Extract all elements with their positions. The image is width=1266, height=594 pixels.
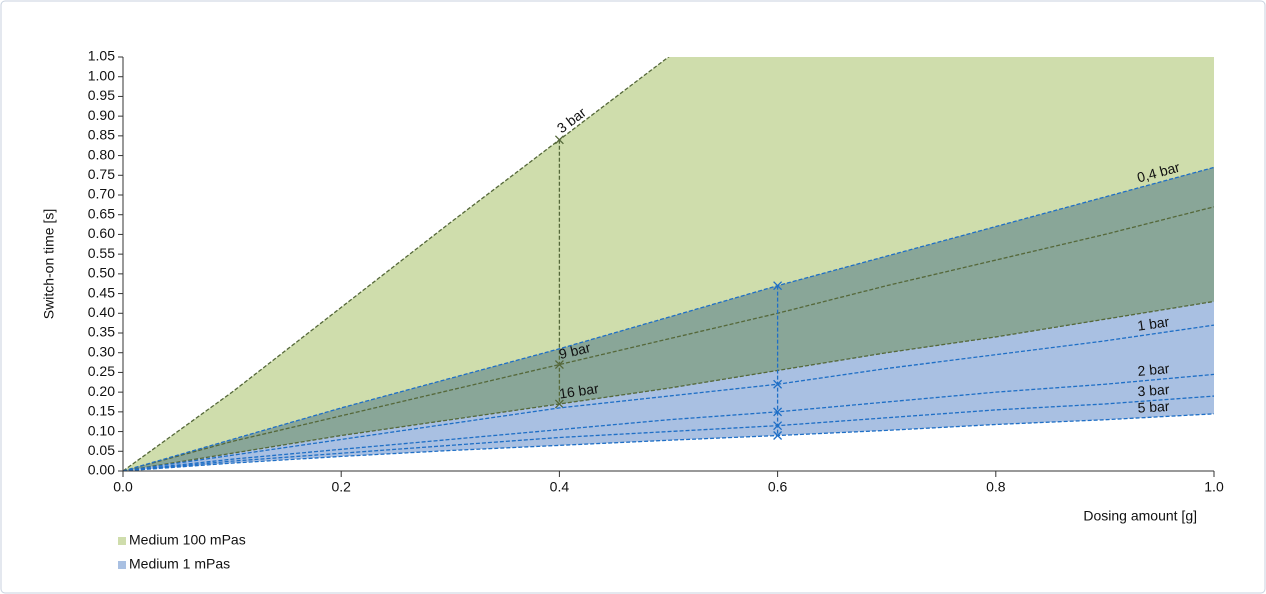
y-tick-label: 0.90 (88, 107, 115, 123)
y-tick-label: 1.00 (88, 67, 115, 83)
plot-area (123, 57, 1214, 471)
line-label: 5 bar (1137, 398, 1170, 416)
line (123, 413, 1214, 471)
line-label: 9 bar (557, 339, 592, 362)
line (123, 166, 1214, 471)
area (123, 57, 1214, 471)
y-tick-label: 0.85 (88, 127, 115, 143)
y-tick-label: 0.60 (88, 225, 115, 241)
line-label: 2 bar (1137, 360, 1171, 379)
legend-label: Medium 100 mPas (129, 532, 246, 548)
y-tick-label: 1.05 (88, 48, 115, 64)
y-tick-label: 0.15 (88, 403, 115, 419)
legend-swatch (118, 561, 126, 569)
x-axis-label: Dosing amount [g] (1083, 508, 1197, 524)
y-tick-label: 0.65 (88, 205, 115, 221)
legend-label: Medium 1 mPas (129, 556, 230, 572)
line-label: 3 bar (1137, 381, 1170, 399)
line-label: 1 bar (1136, 313, 1170, 333)
line (123, 206, 1214, 471)
line (123, 300, 1214, 471)
y-tick-label: 0.20 (88, 383, 115, 399)
line (123, 395, 1214, 471)
line-label: 16 bar (558, 380, 600, 402)
y-tick-label: 0.80 (88, 146, 115, 162)
y-tick-label: 0.75 (88, 166, 115, 182)
legend-swatch (118, 537, 126, 545)
y-tick-label: 0.55 (88, 245, 115, 261)
y-tick-label: 0.30 (88, 343, 115, 359)
y-tick-label: 0.25 (88, 363, 115, 379)
line (123, 324, 1214, 471)
line (123, 373, 1214, 471)
y-tick-label: 0.05 (88, 442, 115, 458)
y-tick-label: 0.00 (88, 462, 115, 478)
y-tick-label: 0.70 (88, 186, 115, 202)
area (123, 167, 1214, 471)
y-tick-label: 0.45 (88, 284, 115, 300)
y-tick-label: 0.40 (88, 304, 115, 320)
x-tick-label: 1.0 (1204, 479, 1224, 495)
y-tick-label: 0.95 (88, 87, 115, 103)
y-tick-label: 0.50 (88, 265, 115, 281)
x-tick-label: 0.6 (768, 479, 788, 495)
y-axis-label: Switch-on time [s] (41, 209, 57, 319)
x-tick-label: 0.0 (113, 479, 133, 495)
x-tick-label: 0.4 (550, 479, 570, 495)
x-tick-label: 0.2 (331, 479, 351, 495)
x-tick-label: 0.8 (986, 479, 1006, 495)
y-tick-label: 0.35 (88, 324, 115, 340)
marker (773, 431, 783, 440)
y-tick-label: 0.10 (88, 422, 115, 438)
